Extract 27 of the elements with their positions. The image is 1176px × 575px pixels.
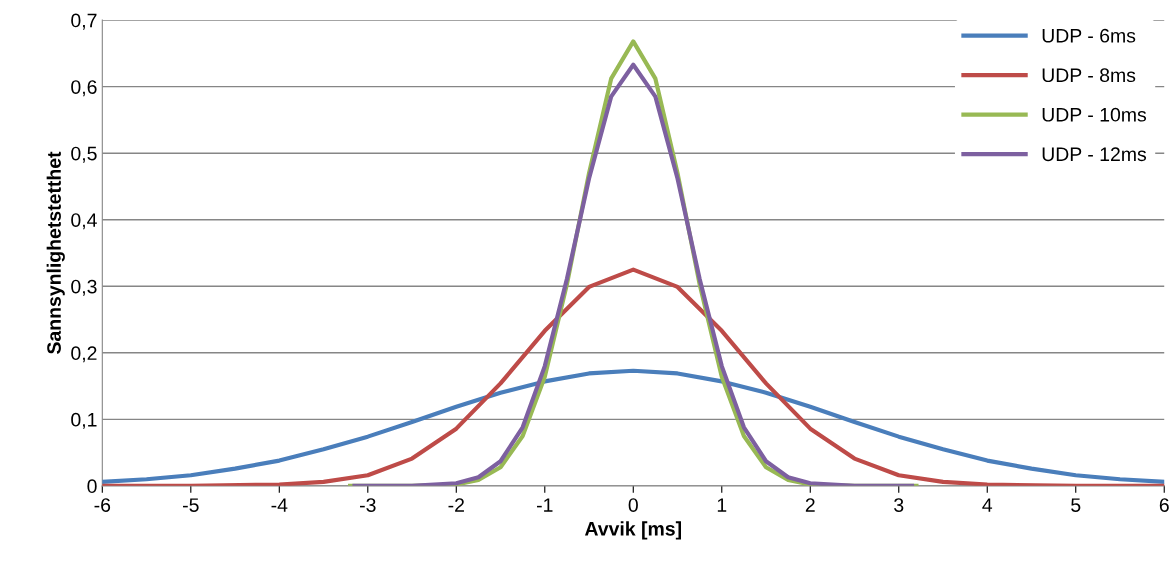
y-tick-label: 0	[87, 479, 97, 494]
x-tick-label: 4	[982, 498, 993, 512]
x-tick-label: -2	[448, 498, 464, 512]
y-tick-label: 0,7	[71, 13, 97, 30]
x-tick-label: -3	[360, 498, 376, 512]
x-tick-label: -1	[537, 498, 553, 512]
x-axis-title: Avvik [ms]	[584, 521, 681, 540]
legend-label: UDP - 6ms	[1042, 28, 1136, 43]
y-tick-label: 0,5	[71, 146, 97, 163]
x-tick-label: -4	[271, 498, 288, 512]
x-tick-label: 3	[894, 498, 904, 512]
x-tick-label: 5	[1071, 498, 1081, 512]
legend-label: UDP - 10ms	[1042, 107, 1147, 122]
x-tick-label: -6	[94, 498, 111, 512]
legend-label: UDP - 12ms	[1042, 147, 1147, 162]
x-tick-label: -5	[183, 498, 199, 512]
legend-label: UDP - 8ms	[1042, 68, 1136, 83]
x-tick-label: 0	[628, 498, 638, 512]
x-tick-label: 6	[1159, 498, 1169, 512]
x-tick-label: 1	[717, 498, 727, 512]
y-tick-label: 0,6	[71, 80, 97, 97]
y-tick-label: 0,4	[71, 213, 97, 230]
y-tick-label: 0,2	[71, 346, 97, 363]
y-tick-label: 0,3	[71, 279, 97, 296]
y-axis-title: Sannsynlighetstetthet	[46, 151, 65, 354]
x-tick-label: 2	[805, 498, 815, 512]
y-tick-label: 0,1	[71, 412, 97, 429]
